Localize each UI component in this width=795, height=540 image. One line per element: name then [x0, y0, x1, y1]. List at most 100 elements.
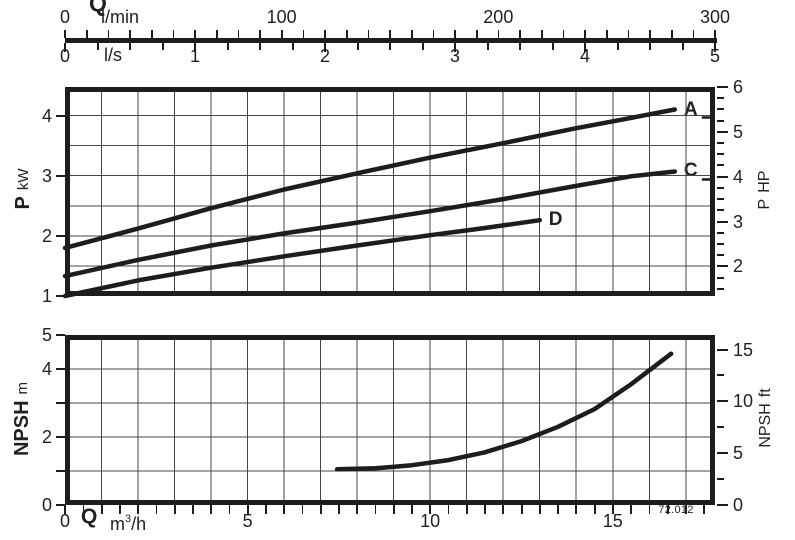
bottom-axis-tick: [538, 505, 541, 514]
power-right-tick: [717, 287, 724, 290]
npsh-right-tick-label: 5: [733, 443, 744, 464]
power-left-tick: [56, 114, 65, 117]
npsh-left-axis-title: NPSH m: [9, 359, 35, 479]
power-right-tick-label: 3: [733, 211, 744, 232]
bottom-axis-tick: [703, 505, 706, 514]
ruler-ls-tick: [584, 43, 587, 52]
ruler-ls-tick: [519, 43, 522, 50]
ruler-ls-tick: [551, 43, 554, 50]
bottom-axis-title-q: Q: [81, 505, 98, 528]
ruler-lmin-tick: [367, 30, 370, 38]
power-left-axis-unit: kW: [14, 168, 32, 191]
curve-label-c: C: [683, 160, 698, 182]
power-right-tick: [717, 231, 724, 234]
npsh-right-tick: [717, 504, 728, 506]
npsh-right-tick: [717, 478, 724, 481]
power-left-axis-title: P kW: [10, 149, 36, 229]
ruler-lmin-tick: [670, 30, 673, 38]
power-right-tick-label: 5: [733, 121, 744, 142]
bottom-axis-tick: [246, 505, 249, 514]
ruler-lmin-tick: [85, 30, 88, 38]
bottom-axis-tick: [100, 505, 103, 514]
ruler-lmin-tick: [64, 30, 67, 38]
npsh-right-axis-title: NPSH ft: [753, 358, 779, 478]
power-curve-d: [62, 217, 542, 299]
ruler-ls-tick: [649, 43, 652, 50]
power-right-tick: [717, 209, 724, 212]
bottom-axis-tick: [374, 505, 377, 514]
ruler-ls-tick: [486, 43, 489, 50]
bottom-axis-tick-label: 5: [242, 511, 253, 531]
ruler-lmin-tick: [432, 30, 435, 38]
power-left-tick: [56, 174, 65, 177]
bottom-axis-tick: [447, 505, 450, 514]
bottom-axis-tick-label: 0: [59, 511, 70, 531]
ruler-lmin-tick: [627, 30, 630, 38]
power-left-tick-label: 3: [41, 165, 52, 186]
power-right-tick: [717, 198, 724, 201]
bottom-axis-tick: [484, 505, 486, 514]
bottom-axis-tick: [465, 505, 468, 514]
bottom-axis-tick: [557, 505, 560, 514]
power-right-tick: [717, 97, 724, 100]
npsh-right-tick-label: 10: [733, 391, 754, 412]
power-right-tick: [717, 130, 728, 133]
power-right-tick-label: 6: [733, 76, 744, 97]
power-right-tick: [717, 220, 728, 223]
power-left-tick-label: 2: [41, 225, 52, 246]
ruler-top-unit-label: l/min: [101, 7, 140, 27]
ruler-lmin-tick: [454, 30, 457, 38]
npsh-right-tick: [717, 374, 724, 377]
ruler-ls-tick-label: 5: [709, 46, 720, 66]
power-right-tick: [717, 175, 728, 178]
bottom-axis-tick: [283, 505, 286, 514]
bottom-axis-unit-rest: /h: [131, 514, 147, 534]
npsh-left-tick-label: 0: [41, 495, 52, 515]
power-left-tick-label: 4: [41, 105, 52, 126]
npsh-right-tick: [717, 452, 728, 455]
ruler-ls-tick: [454, 43, 457, 52]
power-right-axis-title: P HP: [752, 150, 778, 230]
curve-label-a: A: [683, 98, 698, 120]
ruler-bar: [65, 38, 717, 43]
ruler-ls-tick: [324, 43, 327, 52]
power-right-tick-label: 4: [733, 166, 744, 187]
bottom-axis-tick: [137, 505, 140, 514]
ruler-lmin-tick: [540, 30, 543, 38]
bottom-axis-tick: [392, 505, 395, 514]
bottom-axis-tick: [502, 505, 505, 514]
ruler-lmin-tick-label: 200: [483, 7, 514, 27]
ruler-ls-tick: [389, 43, 392, 50]
bottom-axis-tick: [64, 505, 67, 514]
ruler-lmin-tick: [475, 30, 478, 38]
power-right-tick: [717, 108, 724, 111]
ruler-lmin-tick: [194, 30, 197, 38]
ruler-ls-tick-label: 0: [59, 46, 70, 66]
bottom-axis-tick: [119, 505, 121, 514]
ruler-ls-tick-label: 2: [319, 46, 330, 66]
ruler-lmin-tick: [215, 30, 218, 38]
power-right-tick: [717, 276, 724, 279]
ruler-ls-tick: [64, 43, 67, 52]
ruler-ls-tick: [96, 43, 99, 50]
ruler-ls-tick: [291, 43, 294, 50]
bottom-axis-tick-label: 10: [420, 511, 441, 531]
bottom-axis-unit-base: m: [110, 514, 125, 534]
bottom-axis-tick: [630, 505, 633, 514]
ruler-lmin-tick: [259, 30, 262, 38]
ruler-lmin-tick: [150, 30, 153, 38]
bottom-axis-tick: [319, 505, 322, 514]
bottom-axis-unit-exponent: 3: [125, 513, 132, 525]
power-curve-c: [62, 169, 678, 279]
ruler-lmin-tick: [562, 30, 565, 38]
bottom-axis-tick: [301, 505, 304, 514]
ruler-lmin-tick: [237, 30, 240, 38]
power-left-tick: [56, 295, 65, 297]
ruler-lmin-tick: [649, 30, 652, 38]
npsh-plot: [65, 335, 715, 505]
ruler-lmin-tick: [389, 30, 392, 38]
npsh-left-tick: [56, 504, 65, 506]
power-right-tick: [717, 85, 728, 88]
ruler-ls-tick: [226, 43, 229, 50]
